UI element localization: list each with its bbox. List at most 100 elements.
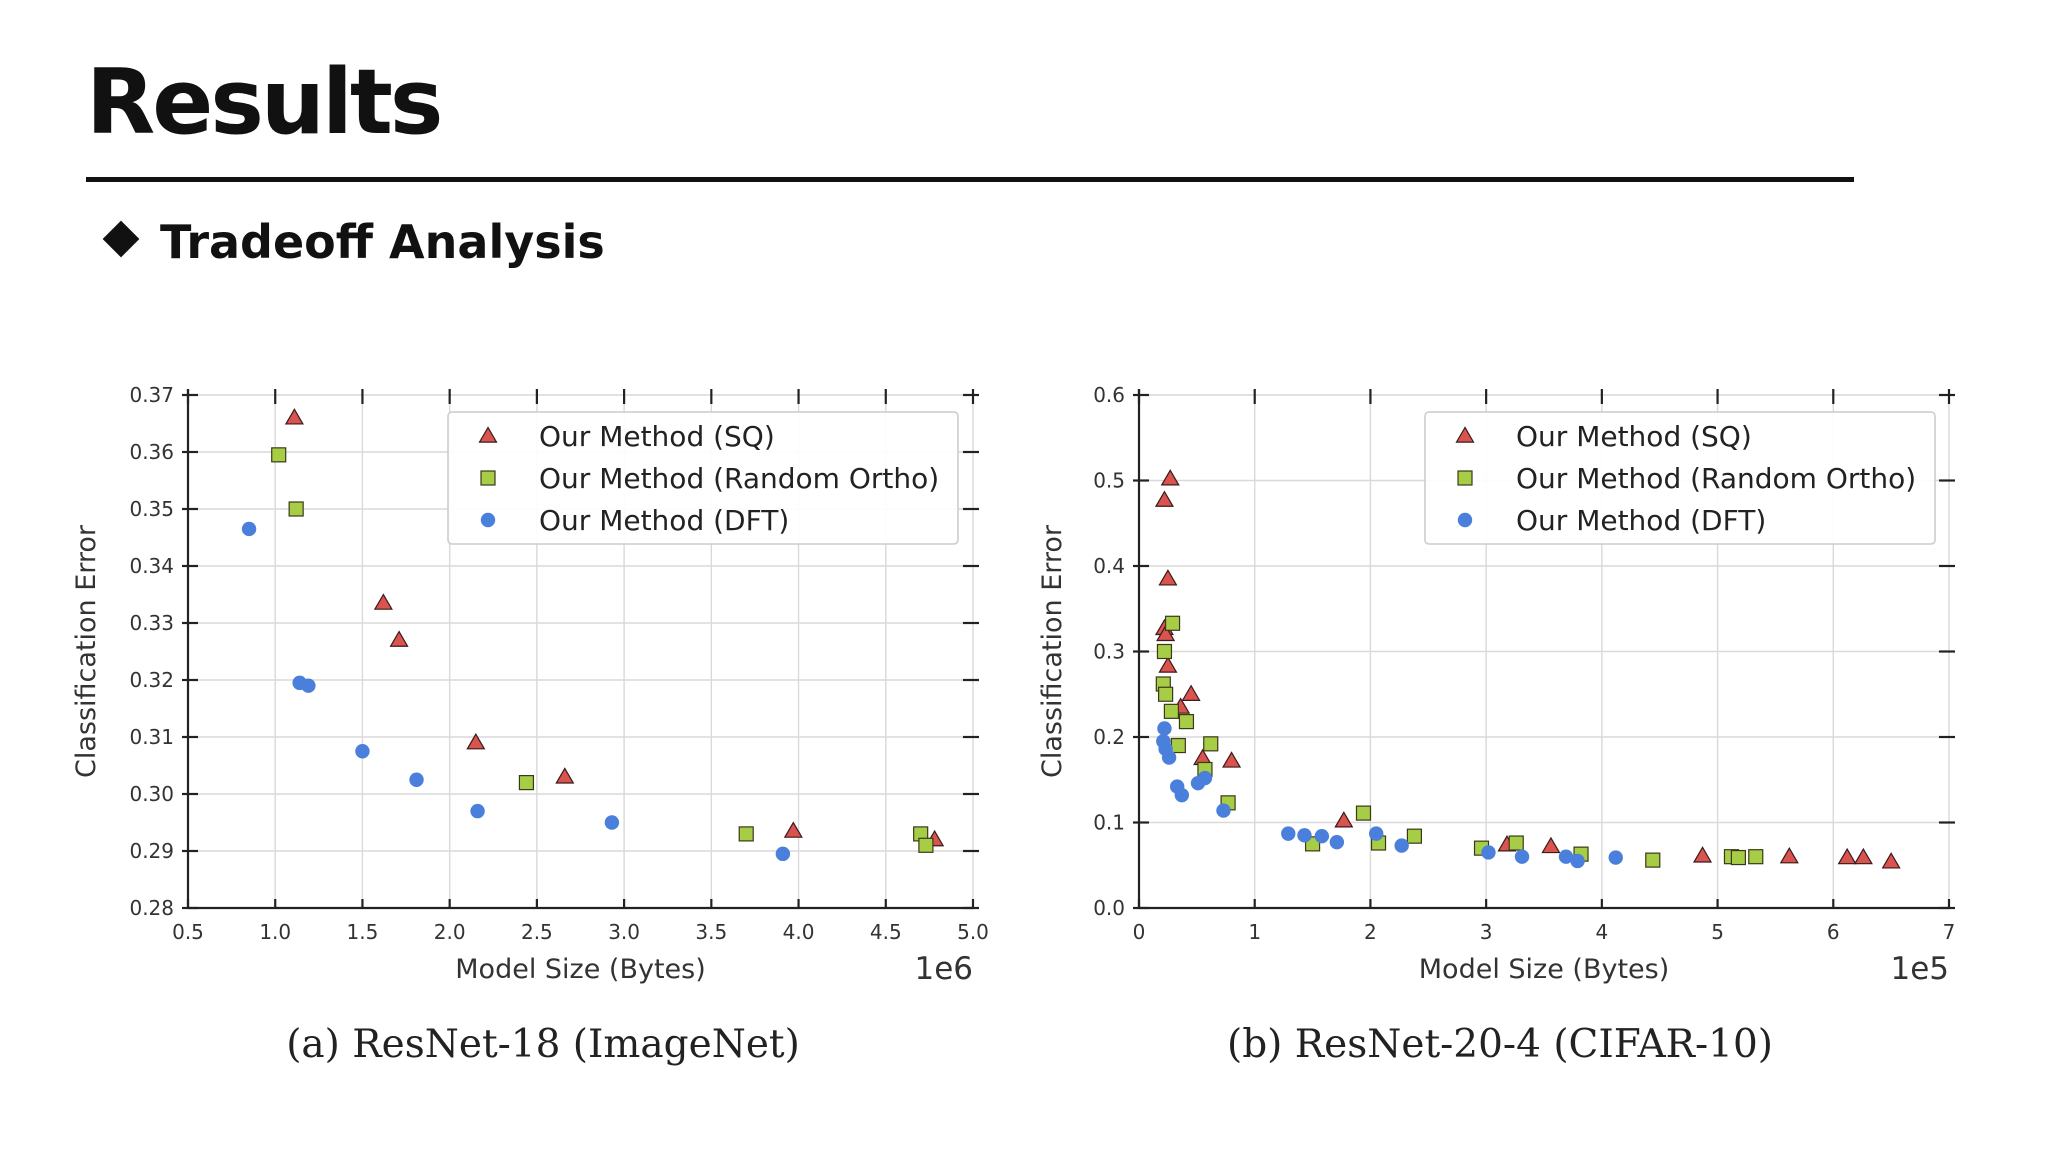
- data-point: [1508, 835, 1524, 851]
- x-axis-multiplier: 1e6: [914, 951, 973, 987]
- data-point: [1181, 684, 1201, 701]
- data-point: [241, 521, 257, 537]
- y-tick-label: 0.34: [129, 554, 174, 578]
- data-point: [1541, 836, 1561, 854]
- y-tick-label: 0.28: [129, 896, 174, 920]
- data-point: [1158, 569, 1178, 586]
- legend-label: Our Method (SQ): [1516, 420, 1752, 453]
- data-point: [288, 501, 304, 517]
- series-1: [271, 447, 934, 853]
- x-tick-label: 5.0: [957, 920, 989, 944]
- y-tick-label: 0.29: [129, 839, 174, 863]
- x-tick-label: 0: [1133, 920, 1146, 944]
- x-tick-label: 6: [1827, 920, 1840, 944]
- data-point: [1281, 826, 1296, 841]
- y-tick-label: 0.32: [129, 668, 174, 692]
- legend-marker: [1457, 470, 1473, 486]
- x-tick-label: 5: [1711, 920, 1724, 944]
- x-tick-label: 2.5: [521, 920, 553, 944]
- data-point: [1197, 770, 1213, 786]
- data-point: [301, 678, 316, 693]
- data-point: [783, 821, 803, 838]
- data-point: [1394, 838, 1409, 853]
- data-point: [1161, 750, 1177, 765]
- data-point: [1730, 849, 1747, 866]
- data-point: [1203, 736, 1219, 752]
- y-tick-label: 0.31: [129, 725, 174, 749]
- y-axis-label: Classification Error: [1037, 524, 1068, 778]
- data-point: [1156, 624, 1176, 642]
- data-point: [271, 447, 287, 463]
- data-point: [1222, 751, 1242, 768]
- data-point: [1514, 849, 1530, 864]
- y-tick-label: 0.4: [1093, 554, 1125, 578]
- legend-marker: [478, 426, 498, 443]
- x-tick-label: 1.0: [259, 920, 291, 944]
- data-point: [1558, 849, 1574, 864]
- y-tick-label: 0.5: [1093, 469, 1125, 493]
- chart-resnet20-cifar10: 0 1 2 3 4 5 6 7 0.0 0.1 0.2 0.3 0.4 0.5 0.6 Model Size …: [1037, 383, 1955, 987]
- caption-resnet20-cifar10: (b) ResNet-20-4 (CIFAR-10): [1227, 1022, 1773, 1067]
- y-tick-label: 0.3: [1093, 640, 1125, 664]
- data-point: [409, 772, 424, 787]
- x-tick-label: 1: [1248, 920, 1261, 944]
- legend-box: [447, 411, 959, 545]
- data-point: [1178, 714, 1195, 730]
- data-point: [1158, 686, 1174, 702]
- data-point: [1158, 656, 1178, 673]
- data-point: [284, 408, 304, 425]
- data-point: [555, 767, 575, 784]
- data-point: [1170, 737, 1186, 754]
- y-tick-label: 0.2: [1093, 725, 1125, 749]
- diamond-bullet-icon: [102, 220, 140, 258]
- data-point: [389, 630, 409, 647]
- section-heading: Tradeoff Analysis: [160, 215, 605, 269]
- legend-label: Our Method (DFT): [539, 504, 789, 537]
- legend-box: [1424, 411, 1936, 545]
- data-point: [1334, 811, 1354, 828]
- x-tick-label: 1.5: [347, 920, 379, 944]
- y-tick-label: 0.37: [129, 383, 174, 407]
- data-point: [918, 837, 934, 853]
- x-tick-label: 4: [1595, 920, 1608, 944]
- data-point: [1608, 850, 1623, 865]
- data-point: [1881, 852, 1901, 869]
- data-point: [1329, 834, 1345, 850]
- x-tick-label: 2: [1364, 920, 1377, 944]
- data-point: [1157, 721, 1172, 736]
- x-tick-label: 0.5: [172, 920, 204, 944]
- legend-marker: [480, 512, 496, 528]
- data-point: [373, 593, 393, 610]
- x-tick-label: 3.0: [608, 920, 640, 944]
- x-tick-label: 2.0: [434, 920, 466, 944]
- legend-label: Our Method (DFT): [1516, 504, 1766, 537]
- x-axis-label: Model Size (Bytes): [1419, 954, 1670, 985]
- data-point: [1297, 828, 1312, 843]
- legend-label: Our Method (SQ): [539, 420, 775, 453]
- data-point: [1314, 828, 1330, 844]
- y-tick-label: 0.33: [129, 611, 174, 635]
- x-tick-label: 4.0: [783, 920, 815, 944]
- y-tick-label: 0.6: [1093, 383, 1125, 407]
- data-point: [1692, 846, 1713, 863]
- data-point: [1163, 703, 1179, 719]
- chart-resnet18-imagenet: 0.5 1.0 1.5 2.0 2.5 3.0 3.5 4.0 4.5 5.0 0.28 0.29 0.…: [71, 383, 989, 987]
- data-point: [1216, 803, 1231, 818]
- legend-label: Our Method (Random Ortho): [539, 462, 939, 495]
- data-point: [1853, 847, 1873, 865]
- y-tick-label: 0.30: [129, 782, 174, 806]
- data-point: [1160, 469, 1180, 486]
- data-point: [1154, 490, 1175, 507]
- data-point: [775, 846, 791, 862]
- data-point: [1481, 845, 1496, 860]
- series-1: [1155, 615, 1764, 868]
- series-2: [241, 521, 791, 862]
- data-point: [1570, 853, 1585, 869]
- y-axis-label: Classification Error: [71, 524, 102, 778]
- data-point: [466, 733, 486, 750]
- data-point: [604, 815, 620, 830]
- x-axis-multiplier: 1e5: [1890, 951, 1949, 987]
- y-tick-label: 0.35: [129, 497, 174, 521]
- data-point: [738, 826, 754, 842]
- y-tick-label: 0.1: [1093, 811, 1125, 835]
